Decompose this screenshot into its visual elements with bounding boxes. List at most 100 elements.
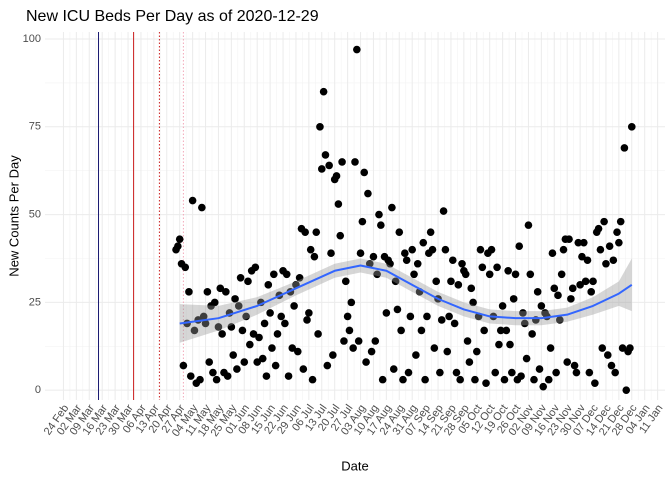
y-axis-label: New Counts Per Day [6, 155, 21, 277]
point [603, 351, 612, 359]
point [234, 302, 243, 310]
chart-title: New ICU Beds Per Day as of 2020-12-29 [26, 8, 319, 25]
point [609, 256, 618, 265]
point [347, 298, 356, 307]
point [448, 256, 457, 265]
point [353, 45, 361, 54]
point [406, 312, 415, 321]
point [515, 242, 524, 250]
point [351, 158, 359, 166]
x-axis-label: Date [341, 458, 368, 473]
point [238, 326, 247, 335]
point [436, 368, 444, 377]
point [290, 302, 298, 310]
point [288, 344, 297, 352]
point [369, 252, 378, 261]
point [299, 365, 308, 373]
point [487, 245, 496, 254]
point [196, 375, 204, 384]
point [260, 319, 269, 328]
point [458, 259, 466, 268]
point [522, 354, 531, 363]
point [502, 326, 511, 335]
point [185, 288, 193, 296]
point [544, 375, 553, 384]
point [598, 344, 607, 352]
point [506, 340, 514, 349]
point [554, 291, 562, 300]
point [316, 123, 324, 131]
point [233, 365, 241, 373]
point [223, 372, 232, 380]
point [364, 189, 372, 198]
y-tick-label: 100 [23, 33, 41, 45]
point [461, 270, 470, 279]
point [430, 344, 439, 352]
point [585, 368, 594, 377]
point [284, 372, 293, 380]
point [181, 263, 190, 272]
point [626, 344, 634, 352]
point [581, 277, 590, 286]
point [401, 249, 409, 258]
point [591, 379, 599, 387]
point [389, 365, 398, 373]
point [253, 358, 262, 366]
point [386, 259, 394, 268]
point [343, 312, 352, 321]
point [517, 372, 525, 380]
point [188, 196, 197, 205]
point [214, 323, 223, 331]
smooth-line [179, 264, 633, 325]
point [410, 270, 418, 279]
point [471, 375, 479, 384]
point [336, 231, 345, 240]
point [426, 228, 435, 236]
point [341, 277, 350, 286]
confidence-band [179, 258, 632, 343]
point [565, 235, 573, 243]
point [465, 358, 474, 366]
point [452, 368, 461, 377]
point [539, 382, 548, 391]
point [205, 358, 214, 366]
point [273, 330, 282, 338]
point [281, 319, 289, 328]
point [382, 309, 391, 317]
point [480, 326, 488, 335]
point [258, 354, 267, 363]
point [249, 330, 258, 338]
point [620, 144, 629, 152]
point [417, 326, 426, 335]
point [572, 368, 581, 377]
point [186, 372, 195, 380]
point [240, 358, 249, 366]
point [570, 361, 579, 370]
point [546, 344, 555, 352]
point [476, 245, 485, 254]
point [393, 305, 402, 314]
point [362, 358, 370, 366]
point [443, 347, 452, 356]
point [332, 172, 341, 180]
point [576, 281, 584, 289]
point [293, 347, 302, 356]
point [314, 330, 322, 338]
point [295, 274, 304, 282]
point [354, 337, 363, 345]
point [255, 333, 263, 342]
point [467, 284, 476, 293]
point [262, 372, 271, 380]
point [478, 263, 487, 272]
point [519, 309, 527, 317]
point [373, 270, 381, 279]
point [447, 277, 455, 286]
point [508, 368, 516, 377]
point [559, 245, 568, 254]
point [600, 217, 608, 226]
point [334, 200, 343, 208]
point [266, 309, 274, 317]
point [437, 316, 446, 324]
point [500, 375, 509, 384]
